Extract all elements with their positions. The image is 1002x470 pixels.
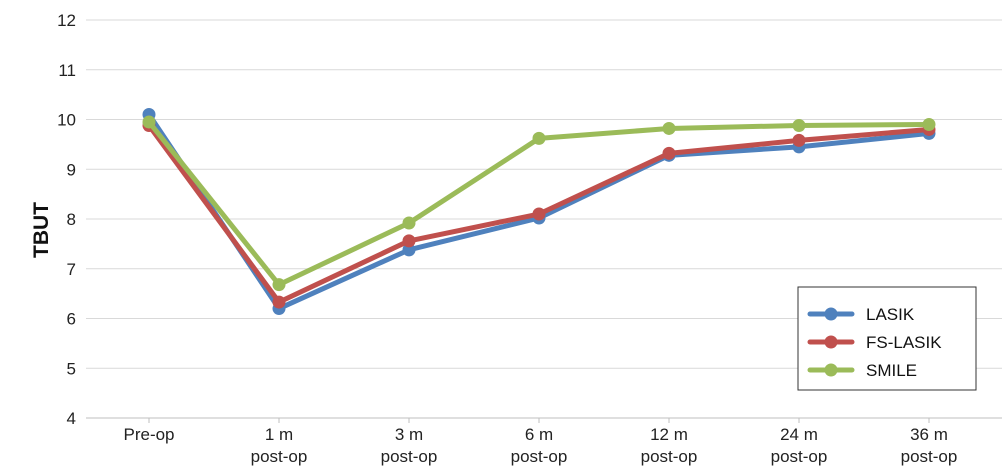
smile-point: [402, 216, 416, 230]
legend-item-smile: SMILE: [807, 361, 917, 380]
smile-point: [272, 278, 286, 292]
x-tick-label: Pre-op: [123, 425, 174, 444]
y-tick-label: 9: [67, 160, 76, 179]
y-tick-label: 5: [67, 359, 76, 378]
y-tick-label: 7: [67, 260, 76, 279]
fs-lasik-point: [662, 146, 676, 160]
y-tick-label: 6: [67, 310, 76, 329]
series-smile: [142, 115, 936, 292]
legend: LASIK FS-LASIK SMILE: [797, 286, 977, 391]
y-tick-label: 12: [57, 11, 76, 30]
fs-lasik-point: [532, 207, 546, 221]
y-axis-ticks: 4 5 6 7 8 9 10 11 12: [57, 11, 76, 428]
fs-lasik-point: [792, 133, 806, 147]
series-lines: [142, 108, 936, 316]
x-tick-label: 24 m post-op: [771, 425, 828, 466]
x-axis-ticks: Pre-op 1 m post-op 3 m post-op 6 m post-op 12 m…: [123, 418, 957, 466]
y-tick-label: 10: [57, 111, 76, 130]
x-tick-label: 36 m post-op: [901, 425, 958, 466]
legend-item-fs-lasik: FS-LASIK: [807, 333, 942, 352]
legend-label: LASIK: [866, 305, 915, 324]
legend-swatch-marker: [824, 363, 838, 377]
x-tick-label: 6 m post-op: [511, 425, 568, 466]
y-axis-title: TBUT: [30, 202, 53, 258]
fs-lasik-point: [272, 295, 286, 309]
smile-point: [532, 131, 546, 145]
smile-point: [792, 118, 806, 132]
legend-label: FS-LASIK: [866, 333, 942, 352]
legend-item-lasik: LASIK: [807, 305, 915, 324]
smile-point: [142, 115, 156, 129]
x-tick-label: 3 m post-op: [381, 425, 438, 466]
legend-label: SMILE: [866, 361, 917, 380]
y-tick-label: 11: [58, 61, 76, 80]
smile-point: [922, 117, 936, 131]
smile-point: [662, 121, 676, 135]
lasik-point: [402, 243, 416, 257]
y-tick-label: 4: [67, 409, 76, 428]
legend-swatch-marker: [824, 335, 838, 349]
x-tick-label: 12 m post-op: [641, 425, 698, 466]
x-tick-label: 1 m post-op: [251, 425, 308, 466]
legend-swatch-marker: [824, 307, 838, 321]
fs-lasik-point: [402, 234, 416, 248]
y-tick-label: 8: [67, 210, 76, 229]
